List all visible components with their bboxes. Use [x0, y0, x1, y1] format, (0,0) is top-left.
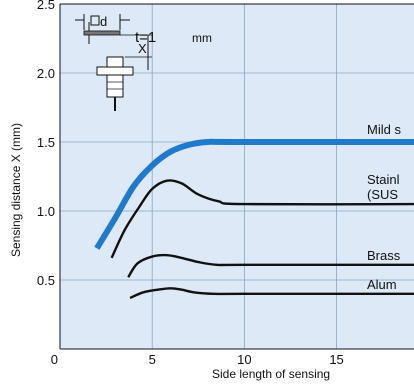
- series-label-0: Mild s: [367, 122, 401, 137]
- sensor-nut: [96, 66, 134, 76]
- series-label-3: Alum: [367, 277, 397, 292]
- x-tick-label: 15: [329, 352, 343, 367]
- y-axis-label: Sensing distance X (mm): [9, 123, 23, 257]
- plot-area: [60, 4, 414, 349]
- distance-label: X: [138, 41, 147, 56]
- x-tick-label: 10: [237, 352, 251, 367]
- series-line-0: [94, 138, 414, 250]
- sensor-head: [106, 56, 124, 68]
- square-symbol-icon: [90, 15, 100, 26]
- x-tick-label: 0: [51, 352, 58, 367]
- sensor-diagram: d t=1 mm X: [75, 14, 212, 111]
- series-label-2: Brass: [367, 248, 401, 263]
- x-tick-label: 5: [149, 352, 156, 367]
- series-group: [94, 138, 414, 300]
- x-tick-labels: 0 5 10 15: [51, 352, 344, 367]
- series-label-1: Stainl: [367, 172, 400, 187]
- y-tick-labels: 0.5 1.0 1.5 2.0 2.5: [37, 0, 55, 288]
- y-tick-label: 1.0: [37, 204, 55, 219]
- target-plate: [83, 30, 121, 36]
- x-axis-label: Side length of sensing: [212, 367, 330, 381]
- thickness-unit: mm: [192, 31, 212, 45]
- sensor-body: [106, 74, 124, 98]
- series-line-1: [110, 179, 414, 259]
- y-tick-label: 0.5: [37, 273, 55, 288]
- y-tick-label: 2.5: [37, 0, 55, 12]
- series-line-3: [129, 287, 414, 300]
- target-width-label: d: [100, 14, 107, 29]
- y-tick-label: 2.0: [37, 66, 55, 81]
- series-label-1: (SUS: [367, 187, 398, 202]
- y-tick-label: 1.5: [37, 135, 55, 150]
- thickness-label: t=1: [135, 29, 156, 46]
- series-labels: Mild s Stainl(SUS Brass Alum: [367, 122, 401, 292]
- series-line-2: [127, 253, 414, 278]
